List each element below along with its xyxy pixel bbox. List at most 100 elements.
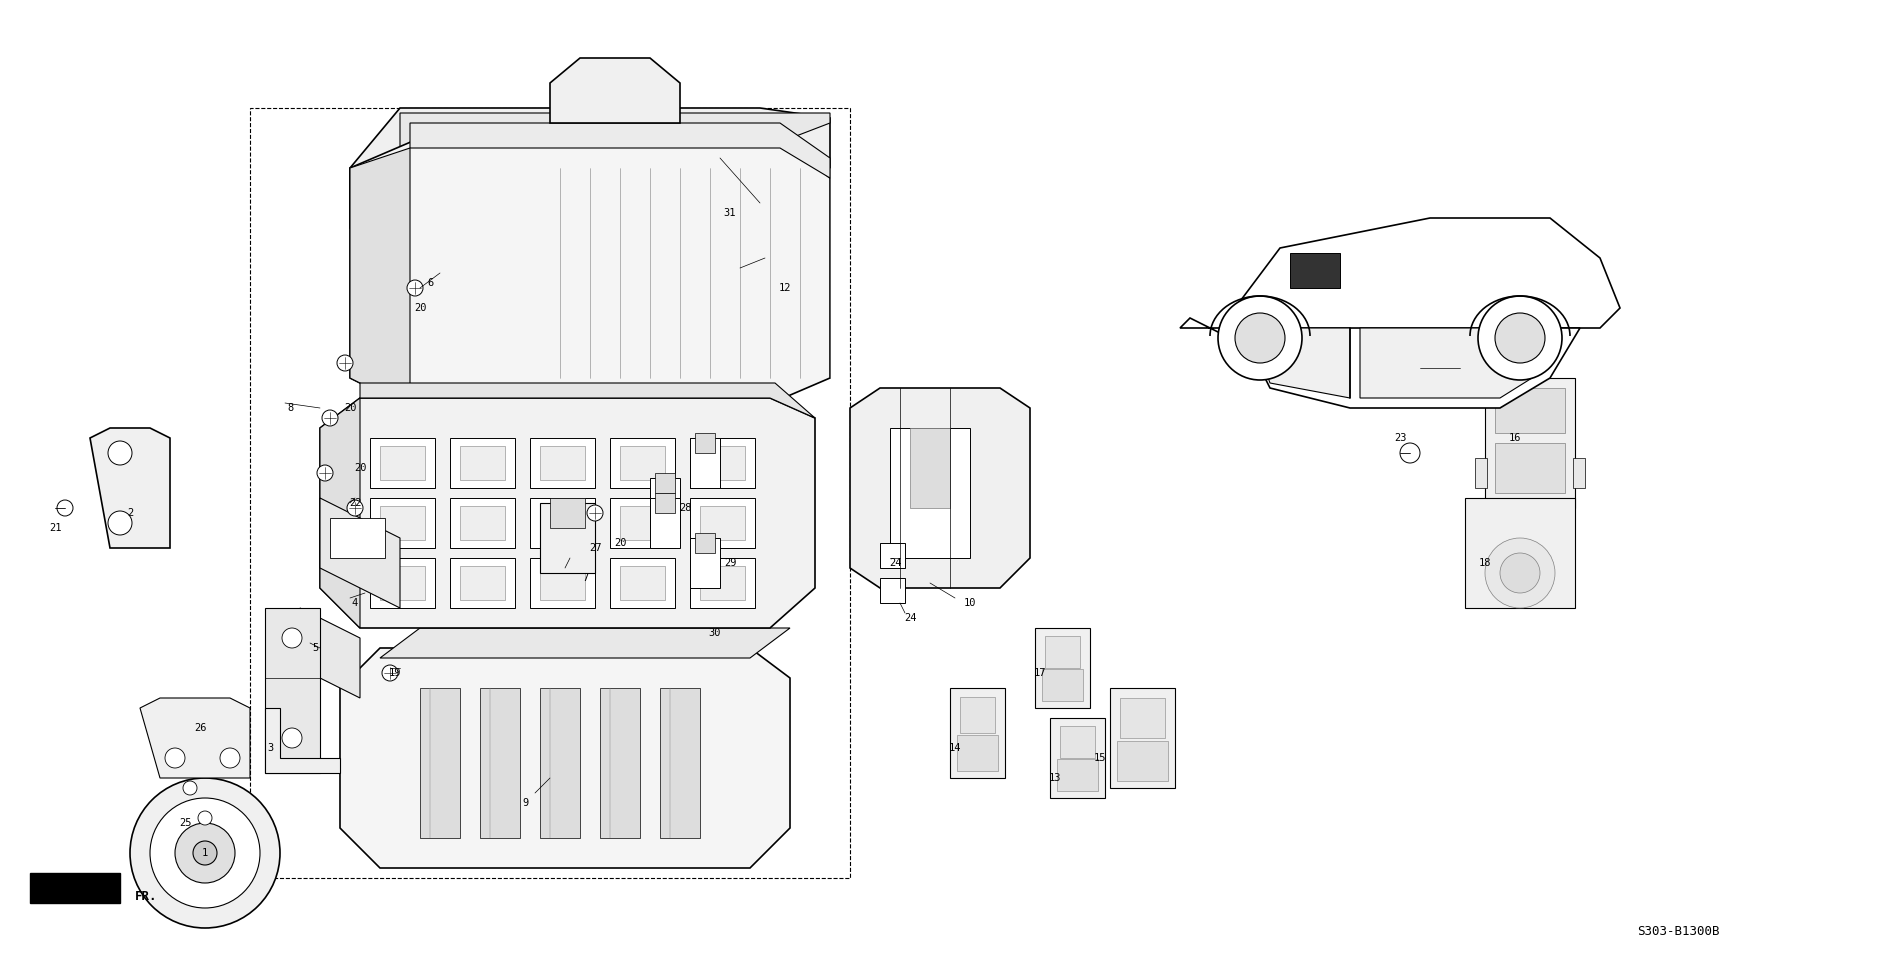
Circle shape: [281, 728, 302, 748]
Polygon shape: [264, 708, 340, 773]
Bar: [689, 538, 719, 588]
Circle shape: [1499, 553, 1541, 593]
Text: 24: 24: [889, 558, 901, 568]
Bar: [330, 518, 385, 558]
Bar: [1035, 628, 1089, 708]
Polygon shape: [410, 123, 831, 178]
Text: 19: 19: [389, 668, 402, 678]
Text: 21: 21: [49, 523, 60, 533]
Bar: [610, 558, 676, 608]
Bar: [449, 498, 515, 548]
Bar: [689, 438, 755, 488]
Bar: [661, 688, 700, 838]
Polygon shape: [319, 398, 816, 628]
Polygon shape: [349, 108, 831, 238]
Bar: [619, 446, 665, 480]
Circle shape: [198, 811, 211, 825]
Bar: [880, 578, 904, 603]
Bar: [540, 688, 580, 838]
Text: 22: 22: [349, 498, 361, 508]
Text: 28: 28: [680, 503, 691, 513]
Text: 3: 3: [266, 743, 274, 753]
Circle shape: [1401, 443, 1420, 463]
Text: 6: 6: [427, 278, 432, 288]
Circle shape: [1495, 313, 1544, 363]
Text: 1: 1: [202, 848, 208, 858]
Polygon shape: [850, 388, 1031, 588]
Polygon shape: [1359, 328, 1559, 398]
Bar: [957, 735, 999, 771]
Circle shape: [193, 841, 217, 865]
Text: 12: 12: [778, 283, 791, 293]
Polygon shape: [1180, 218, 1620, 348]
Bar: [540, 446, 585, 480]
Circle shape: [176, 823, 234, 883]
Ellipse shape: [1486, 538, 1556, 608]
Bar: [531, 498, 595, 548]
Bar: [655, 473, 676, 493]
Bar: [540, 503, 595, 573]
Circle shape: [164, 748, 185, 768]
Bar: [1495, 443, 1565, 493]
Text: 30: 30: [708, 628, 721, 638]
Circle shape: [130, 778, 279, 928]
Text: 20: 20: [614, 538, 627, 548]
Bar: [600, 688, 640, 838]
Bar: [689, 438, 719, 488]
Text: 26: 26: [194, 723, 206, 733]
Polygon shape: [1240, 328, 1580, 408]
Text: 17: 17: [1035, 668, 1046, 678]
Bar: [695, 433, 716, 453]
Bar: [370, 558, 434, 608]
Bar: [1486, 378, 1575, 508]
Bar: [910, 428, 950, 508]
Bar: [419, 688, 461, 838]
Bar: [619, 566, 665, 600]
Polygon shape: [379, 628, 789, 658]
Bar: [461, 446, 504, 480]
Bar: [1118, 741, 1169, 781]
Bar: [379, 446, 425, 480]
Circle shape: [336, 355, 353, 371]
Bar: [689, 498, 755, 548]
Polygon shape: [361, 383, 816, 418]
Circle shape: [57, 500, 74, 516]
Text: 2: 2: [126, 508, 134, 518]
Polygon shape: [340, 648, 789, 868]
Text: S303-B1300B: S303-B1300B: [1637, 925, 1720, 938]
Circle shape: [1478, 296, 1561, 380]
Text: 24: 24: [904, 613, 916, 623]
Bar: [619, 506, 665, 540]
Polygon shape: [30, 873, 121, 903]
Text: 10: 10: [963, 598, 976, 608]
Circle shape: [1235, 313, 1286, 363]
Bar: [531, 558, 595, 608]
Bar: [1057, 759, 1099, 791]
Bar: [1495, 388, 1565, 433]
Polygon shape: [400, 113, 831, 148]
Bar: [1044, 636, 1080, 668]
Text: 4: 4: [351, 598, 359, 608]
Bar: [540, 506, 585, 540]
Polygon shape: [264, 608, 319, 773]
Text: 14: 14: [950, 743, 961, 753]
Bar: [1475, 458, 1488, 488]
Circle shape: [381, 665, 398, 681]
Bar: [480, 688, 519, 838]
Bar: [370, 498, 434, 548]
Bar: [655, 493, 676, 513]
Bar: [549, 498, 585, 528]
Circle shape: [281, 628, 302, 648]
Text: 25: 25: [179, 818, 191, 828]
Bar: [449, 438, 515, 488]
Bar: [695, 533, 716, 553]
Text: 15: 15: [1093, 753, 1106, 763]
Bar: [540, 566, 585, 600]
Bar: [461, 506, 504, 540]
Bar: [449, 558, 515, 608]
Circle shape: [149, 798, 261, 908]
Text: 31: 31: [723, 208, 736, 218]
Circle shape: [1218, 296, 1303, 380]
Circle shape: [323, 410, 338, 426]
Bar: [700, 566, 746, 600]
